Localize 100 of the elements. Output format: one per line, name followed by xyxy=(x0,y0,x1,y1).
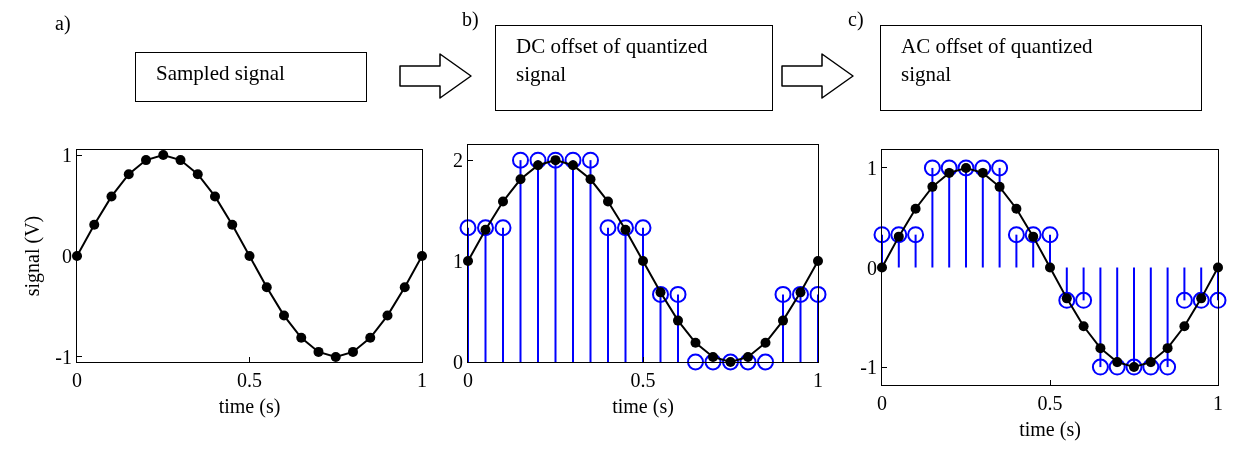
point xyxy=(923,159,941,177)
point xyxy=(1078,321,1089,332)
point xyxy=(774,285,792,303)
point xyxy=(974,159,992,177)
point xyxy=(582,151,599,169)
y-tick-label: 0 xyxy=(453,351,463,373)
point xyxy=(634,219,652,237)
point xyxy=(175,155,186,166)
point xyxy=(1045,262,1055,273)
point xyxy=(1007,226,1025,244)
point xyxy=(1108,358,1126,376)
point xyxy=(722,353,739,371)
point xyxy=(106,191,117,202)
point xyxy=(673,315,683,326)
point xyxy=(1209,291,1227,309)
x-axis-title: time (s) xyxy=(612,394,674,418)
point xyxy=(1095,343,1106,354)
text: b) xyxy=(462,8,479,31)
point xyxy=(313,346,324,357)
point xyxy=(1179,321,1190,332)
point xyxy=(210,191,220,202)
point xyxy=(296,332,307,343)
point xyxy=(910,203,921,214)
x-tick-label: 1 xyxy=(813,369,823,391)
point xyxy=(757,353,774,371)
point xyxy=(792,285,809,303)
point xyxy=(1192,291,1210,309)
point xyxy=(652,285,669,303)
point xyxy=(603,196,613,207)
point xyxy=(192,169,203,180)
point xyxy=(459,219,477,237)
point xyxy=(1058,291,1076,309)
point xyxy=(512,151,529,169)
point xyxy=(498,196,508,207)
point xyxy=(1011,203,1022,214)
y-tick-label: 2 xyxy=(453,149,463,172)
x-tick-label: 0.5 xyxy=(630,369,656,391)
point xyxy=(141,155,151,166)
y-tick-label: 1 xyxy=(867,156,877,179)
point xyxy=(743,351,753,362)
point xyxy=(123,169,134,180)
point xyxy=(1075,291,1093,309)
point xyxy=(399,282,410,293)
x-axis-title: time (s) xyxy=(218,394,281,418)
point xyxy=(957,159,975,177)
point xyxy=(927,181,938,192)
point xyxy=(158,150,169,161)
point xyxy=(1162,343,1173,354)
point xyxy=(1159,358,1177,376)
point xyxy=(890,226,908,244)
y-tick-label: -1 xyxy=(860,356,877,379)
point xyxy=(739,353,757,371)
y-tick-label: 0 xyxy=(867,256,877,279)
point xyxy=(564,151,582,169)
point xyxy=(617,219,634,237)
point xyxy=(760,337,771,348)
chart-title: DC offset of quantized signal xyxy=(495,25,773,111)
point xyxy=(89,219,100,230)
point xyxy=(585,174,596,185)
point xyxy=(873,226,891,244)
point xyxy=(515,174,526,185)
point xyxy=(261,282,272,293)
point xyxy=(690,337,701,348)
point xyxy=(669,285,687,303)
x-tick-label: 1 xyxy=(1213,392,1223,414)
point xyxy=(494,219,512,237)
y-tick-label: -1 xyxy=(55,345,72,368)
point xyxy=(330,351,341,362)
x-tick-label: 1 xyxy=(417,369,427,391)
point xyxy=(1142,358,1160,376)
y-axis-title: signal (V) xyxy=(20,215,44,297)
point xyxy=(227,219,238,230)
point xyxy=(704,353,722,371)
point xyxy=(940,159,958,177)
text: a) xyxy=(55,12,71,35)
point xyxy=(417,251,427,261)
point xyxy=(638,256,648,267)
point xyxy=(568,160,578,171)
point xyxy=(348,346,358,357)
y-tick-label: 1 xyxy=(453,250,463,273)
point xyxy=(991,159,1009,177)
point xyxy=(809,285,827,303)
chart-title: Sampled signal xyxy=(135,52,367,102)
text: c) xyxy=(848,8,864,31)
point xyxy=(907,226,925,244)
point xyxy=(382,310,393,321)
point xyxy=(599,219,617,237)
y-tick-label: 1 xyxy=(62,144,72,167)
point xyxy=(1125,358,1143,376)
x-tick-label: 0.5 xyxy=(237,369,262,391)
point xyxy=(1175,291,1193,309)
point xyxy=(687,353,704,371)
point xyxy=(994,181,1005,192)
point xyxy=(365,332,376,343)
chart-title: AC offset of quantized signal xyxy=(880,25,1202,111)
point xyxy=(547,151,564,169)
point xyxy=(533,160,543,171)
x-axis-title: time (s) xyxy=(1019,417,1081,441)
point xyxy=(778,315,788,326)
point xyxy=(1041,226,1059,244)
